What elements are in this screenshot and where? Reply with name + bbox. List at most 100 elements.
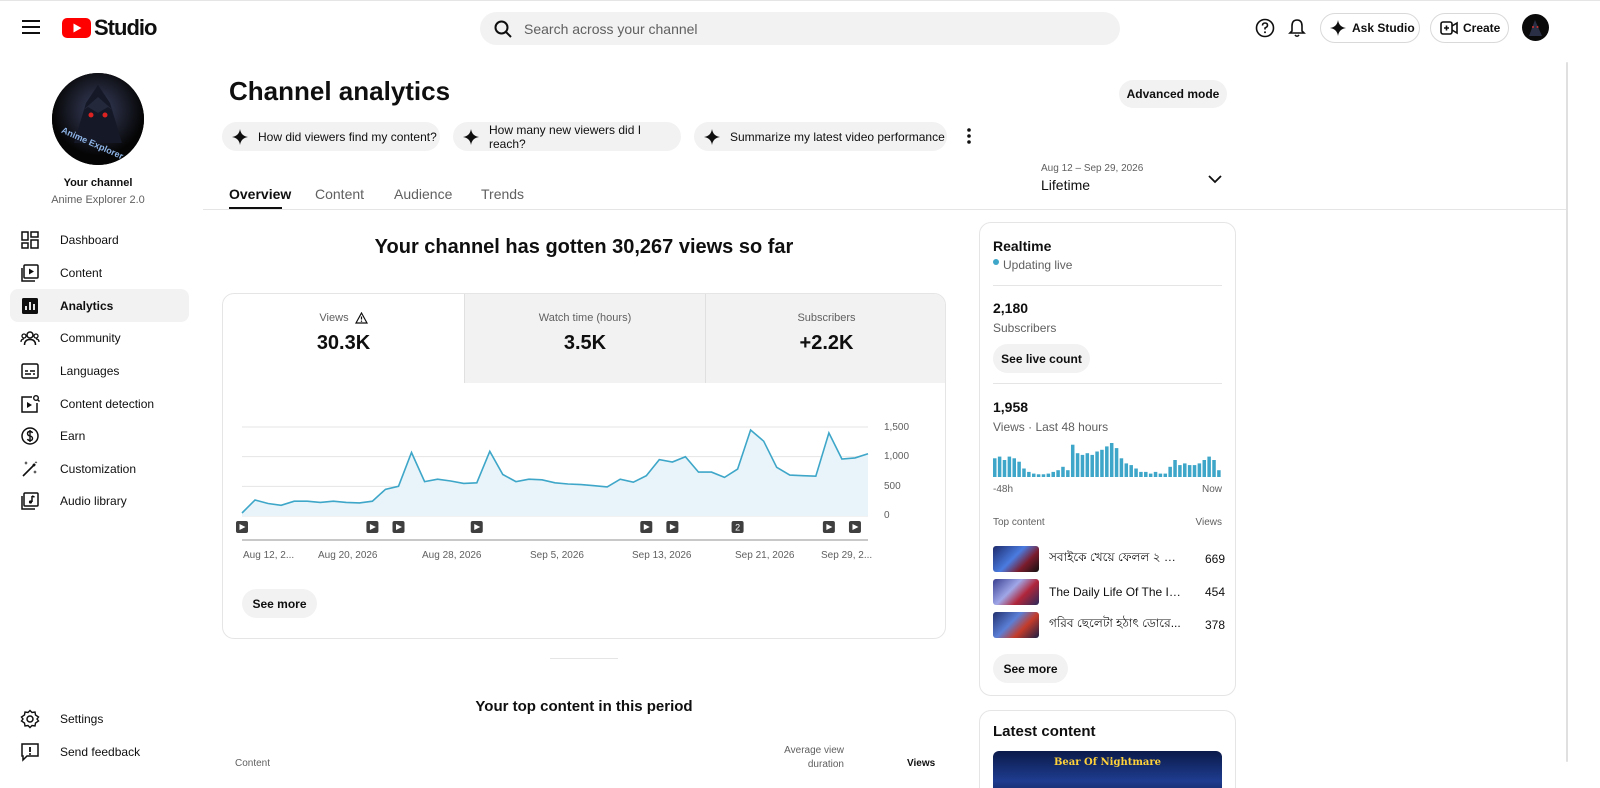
warning-icon — [354, 312, 368, 324]
notifications-bell-icon[interactable] — [1286, 17, 1308, 39]
metric-tab-views[interactable]: Views 30.3K — [223, 294, 464, 383]
table-header-avg-duration[interactable]: Average view duration — [784, 745, 844, 770]
sidebar-item-languages[interactable]: Languages — [10, 354, 189, 387]
search-input[interactable] — [524, 20, 1084, 37]
channel-heading: Your channel — [63, 177, 133, 189]
dashboard-icon — [21, 230, 39, 249]
create-label: Create — [1463, 21, 1501, 35]
realtime-bar — [1046, 473, 1051, 477]
metric-divider — [705, 294, 706, 383]
content-detection-icon — [21, 394, 40, 413]
search-bar[interactable] — [480, 12, 1120, 45]
page-scrollbar[interactable] — [1566, 62, 1568, 762]
video-views: 454 — [1204, 585, 1225, 599]
sidebar-item-community[interactable]: Community — [10, 321, 189, 354]
create-button[interactable]: Create — [1430, 13, 1509, 43]
suggestion-chip-new-viewers[interactable]: How many new viewers did I reach? — [453, 122, 681, 151]
video-marker-icon[interactable] — [366, 521, 379, 533]
sidebar-item-content[interactable]: Content — [10, 256, 189, 289]
sparkle-icon — [704, 128, 720, 145]
sidebar-item-audio-library[interactable]: Audio library — [10, 484, 189, 517]
sidebar-item-label: Community — [60, 330, 121, 345]
suggestion-chip-summarize[interactable]: Summarize my latest video performance — [694, 122, 947, 151]
svg-text:2: 2 — [735, 523, 740, 533]
realtime-bar — [1100, 449, 1104, 477]
video-views: 669 — [1204, 552, 1225, 566]
ask-studio-button[interactable]: Ask Studio — [1320, 13, 1420, 43]
video-thumbnail — [993, 546, 1039, 572]
advanced-mode-button[interactable]: Advanced mode — [1119, 80, 1227, 108]
app-name: Studio — [94, 15, 157, 40]
video-title: The Daily Life Of The Im... — [1049, 585, 1181, 599]
feedback-icon — [21, 742, 39, 762]
realtime-bar — [1119, 458, 1124, 477]
tab-content[interactable]: Content — [315, 186, 365, 202]
content-icon — [21, 263, 39, 282]
realtime-bar — [1022, 468, 1026, 477]
table-header-content[interactable]: Content — [235, 758, 271, 769]
video-marker-icon[interactable] — [640, 521, 653, 533]
studio-logo[interactable]: Studio — [62, 15, 157, 41]
video-marker-icon[interactable] — [470, 521, 483, 533]
video-marker-icon[interactable] — [392, 521, 405, 533]
sidebar-item-content-detection[interactable]: Content detection — [10, 387, 189, 420]
y-tick-label: 1,500 — [884, 422, 910, 433]
metric-tab-watch-time[interactable]: Watch time (hours) 3.5K — [465, 294, 705, 383]
suggestion-chip-viewers[interactable]: How did viewers find my content? — [222, 122, 440, 151]
sidebar-item-label: Dashboard — [60, 232, 119, 247]
realtime-bar — [1217, 470, 1221, 477]
sidebar-item-label: Analytics — [60, 298, 114, 313]
sidebar-item-analytics[interactable]: Analytics — [10, 289, 189, 322]
sidebar-item-settings[interactable]: Settings — [10, 702, 189, 735]
x-tick-label: Aug 28, 2026 — [422, 550, 482, 561]
help-icon[interactable] — [1254, 17, 1276, 39]
x-tick-label: Aug 20, 2026 — [318, 550, 378, 561]
more-options-icon[interactable] — [958, 124, 980, 148]
realtime-status: Updating live — [993, 258, 1072, 272]
top-border — [0, 0, 1600, 1]
realtime-axis-left: -48h — [993, 484, 1014, 495]
video-title: গরিব ছেলেটা হঠাৎ ডোরে... — [1049, 616, 1181, 630]
table-header-views[interactable]: Views — [907, 758, 936, 769]
sidebar-item-customization[interactable]: Customization — [10, 452, 189, 485]
sidebar-item-label: Customization — [60, 461, 137, 476]
video-marker-count[interactable]: 2 — [731, 521, 744, 533]
suggestion-label: Summarize my latest video performance — [730, 129, 945, 144]
top-content-item[interactable]: The Daily Life Of The Im... 454 — [993, 577, 1225, 607]
video-marker-icon[interactable] — [822, 521, 835, 533]
realtime-see-more-button[interactable]: See more — [993, 654, 1068, 683]
top-content-item[interactable]: সবাইকে খেয়ে ফেলল ২ মি... 669 — [993, 544, 1225, 574]
tab-audience[interactable]: Audience — [394, 186, 453, 202]
suggestion-label: How did viewers find my content? — [258, 129, 437, 144]
sidebar-item-label: Settings — [60, 711, 104, 726]
sidebar-item-send-feedback[interactable]: Send feedback — [10, 735, 189, 768]
realtime-divider — [993, 383, 1222, 384]
realtime-views-value: 1,958 — [993, 399, 1029, 415]
chart-area-fill — [242, 430, 868, 516]
date-range-picker[interactable]: Aug 12 – Sep 29, 2026 Lifetime — [1041, 163, 1231, 197]
see-live-count-button[interactable]: See live count — [993, 344, 1090, 373]
latest-video-thumbnail[interactable]: Bear Of Nightmare — [993, 751, 1222, 788]
top-views-label: Views — [1195, 517, 1223, 528]
sidebar-item-label: Languages — [60, 363, 120, 378]
realtime-bar — [1202, 460, 1207, 477]
account-avatar[interactable] — [1522, 14, 1549, 41]
sidebar-item-earn[interactable]: Earn — [10, 419, 189, 452]
menu-icon[interactable] — [18, 14, 44, 40]
video-marker-icon[interactable] — [666, 521, 679, 533]
see-more-button[interactable]: See more — [242, 589, 317, 618]
video-marker-icon[interactable] — [848, 521, 861, 533]
audio-library-icon — [21, 491, 39, 510]
realtime-bar — [1178, 465, 1182, 477]
tab-overview[interactable]: Overview — [229, 186, 292, 202]
search-icon[interactable] — [494, 20, 512, 38]
metric-tab-subscribers[interactable]: Subscribers +2.2K — [706, 294, 945, 383]
sidebar-item-dashboard[interactable]: Dashboard — [10, 223, 189, 256]
channel-avatar[interactable]: Anime Explorer BD — [52, 73, 144, 165]
realtime-subscribers-label: Subscribers — [993, 321, 1057, 335]
realtime-bar — [1070, 444, 1075, 477]
metric-label: Watch time (hours) — [538, 312, 632, 324]
tab-trends[interactable]: Trends — [481, 186, 525, 202]
top-content-item[interactable]: গরিব ছেলেটা হঠাৎ ডোরে... 378 — [993, 610, 1225, 640]
video-marker-icon[interactable] — [236, 521, 248, 533]
